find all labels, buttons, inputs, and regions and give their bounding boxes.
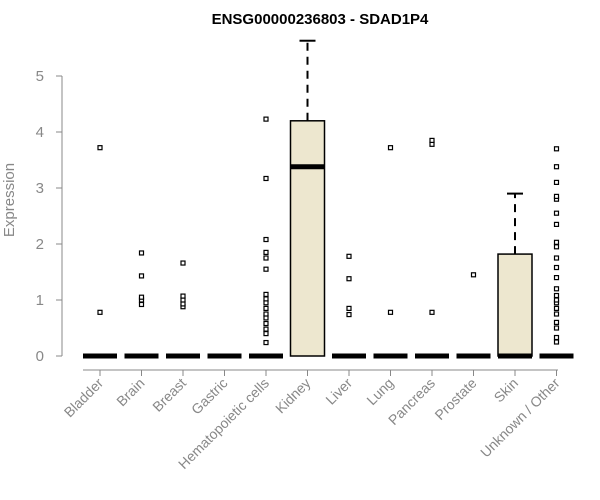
- category-label: Liver: [322, 375, 355, 408]
- category-label: Prostate: [431, 375, 479, 423]
- outlier-point: [553, 239, 560, 245]
- outlier-point: [553, 325, 560, 331]
- outlier-point: [553, 164, 560, 170]
- box-bladder: [83, 145, 117, 359]
- box-skin: [497, 192, 533, 359]
- outlier-point: [553, 264, 560, 271]
- box-pancreas: [415, 137, 449, 359]
- outlier-point: [138, 273, 145, 279]
- box-kidney: [289, 39, 326, 357]
- box-unknown-other: [539, 146, 574, 359]
- box-lung: [373, 145, 408, 359]
- category-label: Skin: [491, 375, 522, 406]
- y-tick-label: 0: [36, 348, 44, 365]
- outlier-point: [553, 319, 560, 325]
- y-tick-label: 3: [36, 180, 44, 197]
- outlier-point: [553, 275, 560, 281]
- outlier-point: [263, 116, 269, 122]
- outlier-point: [553, 210, 560, 216]
- outlier-point: [346, 311, 352, 318]
- outlier-point: [346, 305, 352, 311]
- outlier-point: [553, 286, 560, 292]
- outlier-point: [553, 146, 560, 152]
- outlier-point: [263, 339, 269, 346]
- y-tick-label: 4: [36, 124, 44, 141]
- outlier-point: [138, 294, 145, 300]
- outlier-point: [387, 309, 394, 315]
- outlier-point: [263, 326, 269, 332]
- outlier-point: [180, 260, 186, 266]
- outlier-point: [553, 255, 560, 261]
- outlier-point: [429, 309, 435, 315]
- box-rect: [289, 120, 326, 357]
- outlier-point: [138, 250, 145, 256]
- outlier-point: [553, 244, 560, 250]
- outlier-point: [429, 137, 435, 143]
- category-label: Lung: [363, 375, 396, 408]
- outlier-point: [180, 293, 186, 299]
- outlier-point: [346, 276, 352, 282]
- y-tick-label: 2: [36, 236, 44, 253]
- y-tick-label: 1: [36, 292, 44, 309]
- outlier-point: [263, 291, 269, 297]
- box-breast: [166, 260, 200, 359]
- box-brain: [124, 250, 159, 359]
- category-label: Brain: [113, 375, 147, 409]
- box-rect: [497, 253, 533, 357]
- outlier-point: [553, 334, 560, 341]
- outlier-point: [263, 175, 269, 182]
- outlier-point: [138, 301, 145, 308]
- outlier-point: [263, 236, 269, 243]
- outlier-point: [553, 297, 560, 303]
- outlier-point: [263, 311, 269, 317]
- outlier-point: [263, 255, 269, 261]
- outlier-point: [263, 249, 269, 255]
- box-prostate: [456, 272, 491, 359]
- outlier-point: [553, 339, 560, 345]
- outlier-point: [553, 292, 560, 299]
- outlier-point: [97, 145, 103, 151]
- outlier-point: [553, 221, 560, 227]
- boxes: [83, 39, 574, 359]
- outlier-point: [470, 272, 477, 278]
- y-ticks: 0 1 2 3 4 5: [36, 68, 62, 365]
- y-axis-label: Expression: [1, 163, 18, 237]
- outlier-point: [97, 309, 103, 315]
- outlier-point: [263, 296, 269, 302]
- outlier-point: [263, 305, 269, 311]
- outlier-point: [387, 145, 394, 151]
- box-hematopoietic-cells: [249, 116, 283, 359]
- outlier-point: [553, 179, 560, 185]
- outlier-point: [553, 305, 560, 311]
- outlier-point: [263, 320, 269, 327]
- category-label: Breast: [149, 375, 189, 415]
- outlier-point: [553, 311, 560, 317]
- chart-title: ENSG00000236803 - SDAD1P4: [212, 11, 429, 28]
- category-label: Unknown / Other: [477, 375, 563, 461]
- category-label: Bladder: [61, 375, 107, 421]
- outlier-point: [263, 266, 269, 272]
- outlier-point: [263, 331, 269, 337]
- category-label: Kidney: [272, 375, 314, 417]
- y-tick-label: 5: [36, 68, 44, 85]
- box-liver: [332, 253, 366, 359]
- outlier-point: [346, 253, 352, 259]
- outlier-point: [553, 193, 560, 199]
